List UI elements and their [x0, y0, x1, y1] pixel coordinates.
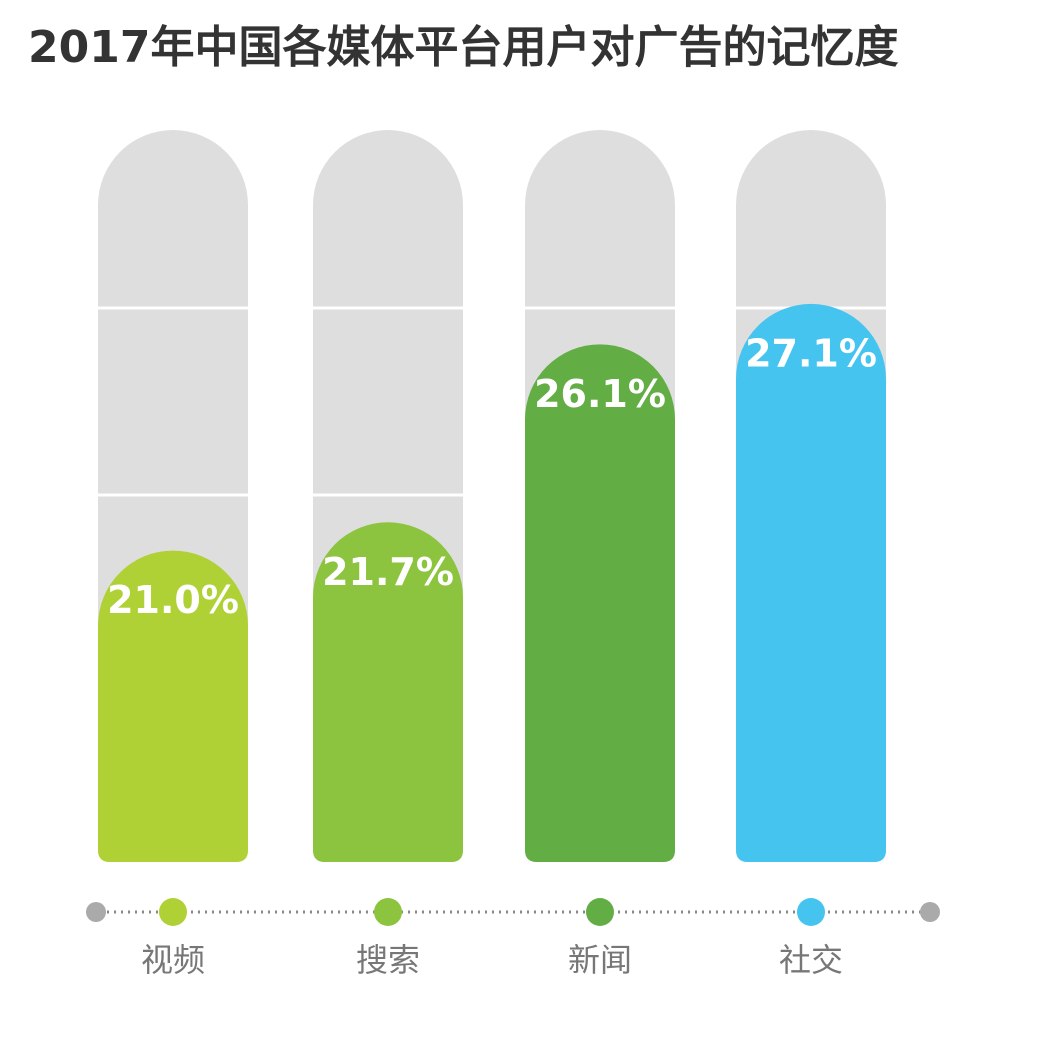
bar	[313, 522, 463, 862]
chart-title: 2017年中国各媒体平台用户对广告的记忆度	[28, 22, 898, 73]
x-tick-label: 搜索	[356, 941, 420, 979]
value-label: 21.7%	[322, 550, 454, 594]
x-tick-label: 新闻	[568, 941, 632, 979]
x-tick-label: 社交	[779, 941, 843, 979]
bar	[736, 303, 886, 863]
bar	[525, 344, 675, 862]
x-tick-label: 视频	[141, 941, 205, 979]
value-label: 27.1%	[745, 331, 877, 375]
legend-dot	[797, 898, 825, 926]
legend-dot	[586, 898, 614, 926]
value-label: 21.0%	[107, 578, 239, 622]
end-dot	[86, 902, 106, 922]
legend-dot	[159, 898, 187, 926]
value-label: 26.1%	[534, 372, 666, 416]
end-dot	[920, 902, 940, 922]
legend-dot	[374, 898, 402, 926]
bar	[98, 550, 248, 862]
